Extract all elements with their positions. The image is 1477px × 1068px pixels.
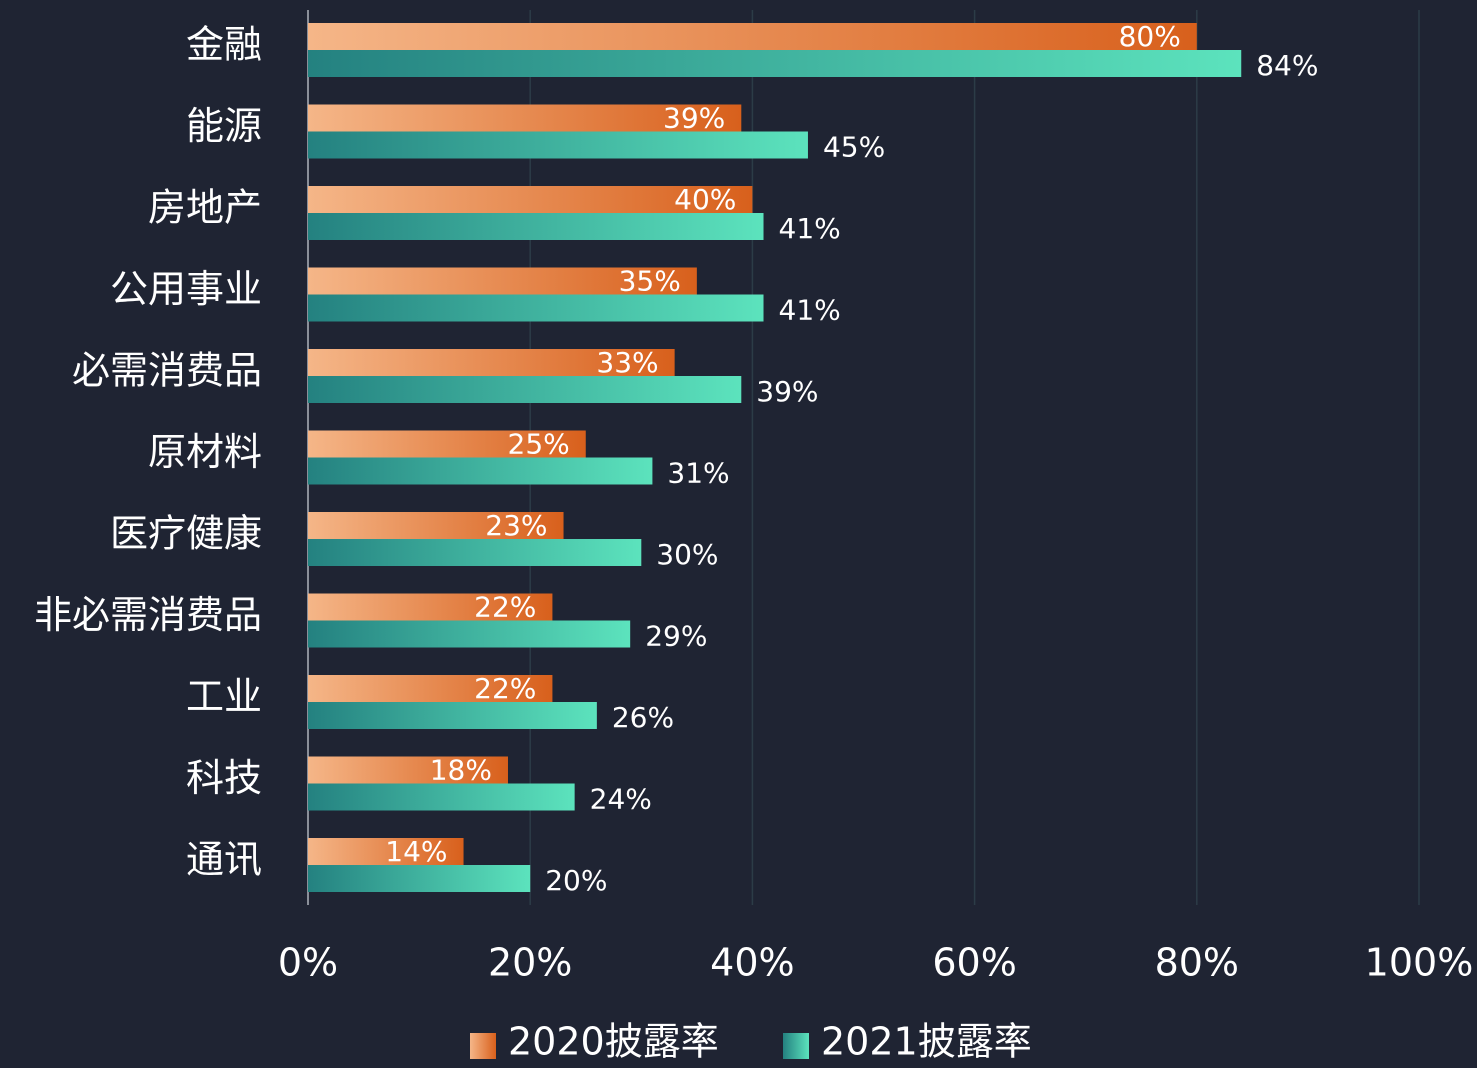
bar	[308, 267, 697, 295]
data-label: 23%	[485, 509, 547, 542]
bar	[308, 865, 531, 892]
y-tick-label: 金融	[186, 23, 262, 67]
bar	[308, 104, 742, 132]
data-label: 33%	[596, 346, 658, 379]
y-tick-label: 必需消费品	[72, 349, 262, 393]
y-tick-label: 通讯	[186, 838, 262, 882]
y-tick-label: 原材料	[148, 430, 262, 474]
bar	[308, 50, 1242, 77]
data-label: 22%	[474, 672, 536, 705]
data-label: 20%	[545, 864, 607, 897]
y-tick-label: 房地产	[148, 186, 262, 230]
bar	[308, 430, 586, 458]
bar	[308, 294, 764, 322]
bar	[308, 376, 742, 403]
x-tick-label: 20%	[488, 941, 572, 985]
data-label: 30%	[656, 538, 718, 571]
data-label: 22%	[474, 591, 536, 624]
x-tick-label: 40%	[710, 941, 794, 985]
bar	[308, 131, 808, 159]
data-label: 29%	[645, 620, 707, 653]
data-label: 39%	[756, 375, 818, 408]
bar	[308, 756, 508, 784]
data-label: 39%	[663, 102, 725, 135]
bar	[308, 783, 575, 811]
bar	[308, 512, 564, 539]
data-label: 25%	[508, 428, 570, 461]
y-tick-label: 工业	[186, 675, 262, 719]
y-tick-label: 非必需消费品	[34, 593, 262, 637]
data-label: 40%	[674, 183, 736, 216]
data-label: 41%	[779, 294, 841, 327]
bar	[308, 702, 597, 729]
x-tick-label: 100%	[1365, 941, 1474, 985]
bar	[308, 186, 753, 213]
data-label: 45%	[823, 131, 885, 164]
data-label: 31%	[667, 457, 729, 490]
data-label: 26%	[612, 701, 674, 734]
legend-label: 2021披露率	[821, 1020, 1032, 1064]
data-label: 14%	[385, 835, 447, 868]
data-label: 84%	[1256, 49, 1318, 82]
y-tick-label: 科技	[186, 756, 262, 800]
legend-swatch	[470, 1033, 496, 1059]
bar	[308, 213, 764, 240]
x-tick-label: 60%	[932, 941, 1016, 985]
legend-label: 2020披露率	[508, 1020, 719, 1064]
bar	[308, 23, 1197, 50]
data-label: 41%	[779, 212, 841, 245]
bar	[308, 539, 642, 566]
y-tick-label: 公用事业	[110, 267, 262, 311]
y-tick-label: 医疗健康	[110, 512, 262, 556]
data-label: 80%	[1119, 20, 1181, 53]
x-tick-label: 0%	[278, 941, 338, 985]
data-label: 24%	[590, 783, 652, 816]
y-tick-label: 能源	[186, 104, 262, 148]
data-label: 18%	[430, 754, 492, 787]
legend-swatch	[783, 1033, 809, 1059]
bar	[308, 349, 675, 376]
bar	[308, 838, 464, 865]
bar	[308, 457, 653, 485]
bar	[308, 593, 553, 621]
bar	[308, 675, 553, 702]
x-tick-label: 80%	[1155, 941, 1239, 985]
bar	[308, 620, 631, 648]
data-label: 35%	[619, 265, 681, 298]
